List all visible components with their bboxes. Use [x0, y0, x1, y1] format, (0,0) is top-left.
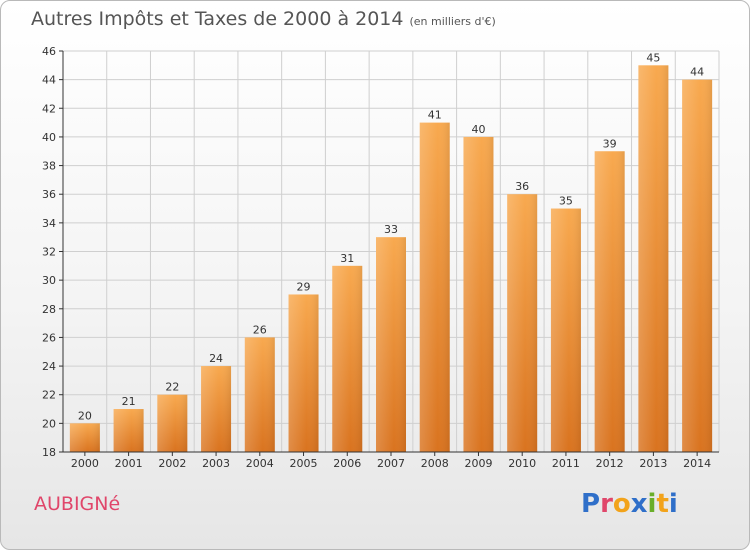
bar-highlight — [157, 394, 188, 452]
x-tick-label: 2013 — [639, 457, 667, 470]
proxiti-logo[interactable]: Proxiti — [581, 489, 678, 519]
x-tick-label: 2006 — [333, 457, 361, 470]
data-label: 26 — [253, 323, 267, 336]
data-label: 45 — [646, 51, 660, 64]
x-tick-label: 2002 — [158, 457, 186, 470]
chart-subtitle: (en milliers d'€) — [409, 15, 496, 28]
y-tick-label: 20 — [42, 417, 56, 430]
bar-highlight — [69, 423, 100, 452]
logo-letter: x — [630, 489, 648, 519]
bar-highlight — [507, 194, 538, 452]
data-label: 41 — [428, 109, 442, 122]
bar-highlight — [550, 208, 581, 452]
data-label: 35 — [559, 195, 573, 208]
data-label: 39 — [603, 137, 617, 150]
y-tick-label: 36 — [42, 188, 56, 201]
bars — [69, 65, 713, 453]
data-label: 31 — [340, 252, 354, 265]
x-tick-label: 2005 — [290, 457, 318, 470]
bar-highlight — [244, 337, 275, 452]
bar-highlight — [419, 122, 450, 452]
data-label: 36 — [515, 180, 529, 193]
y-tick-label: 44 — [42, 74, 56, 87]
y-tick-label: 30 — [42, 274, 56, 287]
data-label: 22 — [165, 381, 179, 394]
axes: 18 20 22 24 26 28 30 32 34 36 38 40 42 44 46 2000 2001 20… — [42, 45, 719, 470]
x-tick-label: 2007 — [377, 457, 405, 470]
bar-highlight — [638, 65, 669, 453]
y-tick-label: 42 — [42, 102, 56, 115]
y-tick-label: 38 — [42, 160, 56, 173]
data-label: 24 — [209, 352, 223, 365]
x-tick-label: 2010 — [508, 457, 536, 470]
data-label: 20 — [78, 409, 92, 422]
y-tick-label: 46 — [42, 45, 56, 58]
data-label: 33 — [384, 223, 398, 236]
chart-title: Autres Impôts et Taxes de 2000 à 2014 (en… — [31, 8, 496, 30]
logo-letter: P — [581, 489, 601, 519]
bar-highlight — [113, 409, 144, 452]
logo-letter: i — [647, 489, 657, 519]
x-tick-label: 2000 — [71, 457, 99, 470]
data-label: 29 — [297, 280, 311, 293]
data-label: 21 — [122, 395, 136, 408]
x-tick-label: 2001 — [115, 457, 143, 470]
y-tick-label: 34 — [42, 217, 56, 230]
chart-title-text: Autres Impôts et Taxes de 2000 à 2014 — [31, 8, 404, 30]
x-tick-label: 2003 — [202, 457, 230, 470]
y-tick-label: 32 — [42, 246, 56, 259]
bar-highlight — [288, 294, 319, 452]
bar-highlight — [682, 79, 713, 453]
x-tick-label: 2014 — [683, 457, 711, 470]
bar-highlight — [376, 237, 406, 452]
y-tick-label: 24 — [42, 360, 56, 373]
data-label: 40 — [471, 123, 485, 136]
bar-highlight — [594, 151, 625, 452]
x-tick-label: 2009 — [464, 457, 492, 470]
x-tick-label: 2004 — [246, 457, 274, 470]
bar-highlight — [332, 265, 363, 452]
logo-letter: r — [600, 489, 613, 519]
x-tick-label: 2008 — [421, 457, 449, 470]
logo-letter: t — [656, 489, 669, 519]
data-labels: 20 21 22 24 26 29 31 33 41 40 36 35 39 45 44 — [78, 51, 704, 422]
bar-highlight — [201, 366, 232, 452]
logo-letter: o — [612, 489, 631, 519]
x-tick-label: 2012 — [596, 457, 624, 470]
data-label: 44 — [690, 66, 704, 79]
x-tick-label: 2011 — [552, 457, 580, 470]
y-tick-label: 22 — [42, 389, 56, 402]
y-tick-label: 28 — [42, 303, 56, 316]
bar-highlight — [463, 136, 494, 452]
y-tick-label: 18 — [42, 446, 56, 459]
place-name: AUBIGNé — [34, 493, 121, 515]
y-tick-label: 26 — [42, 331, 56, 344]
logo-letter: i — [668, 489, 678, 519]
y-tick-label: 40 — [42, 131, 56, 144]
